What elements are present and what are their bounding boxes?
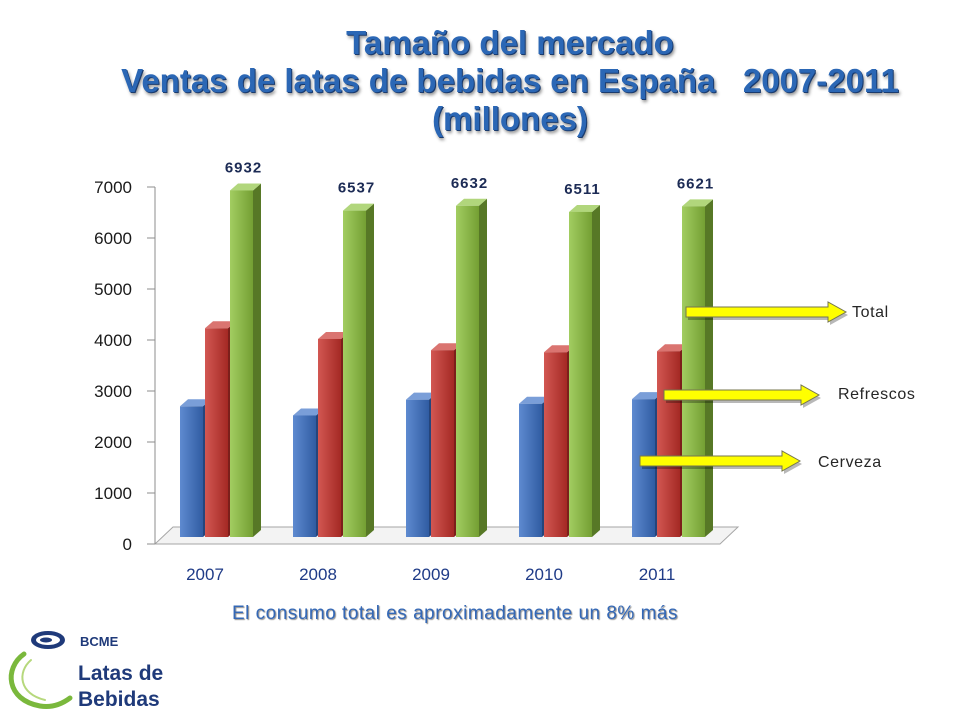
bar-side-face [705, 199, 713, 538]
title-line-3: (millones) [432, 100, 588, 137]
bar-front-face [657, 351, 680, 537]
bar-top-face [230, 183, 261, 191]
bar-top-face [657, 344, 688, 352]
bar-top-face [519, 396, 550, 404]
data-label-total-2010: 6511 [564, 181, 601, 198]
y-tick-label-1000: 1000 [94, 484, 132, 503]
data-label-total-2008: 6537 [338, 180, 375, 197]
title-line-2: Ventas de latas de bebidas en España 200… [121, 62, 899, 99]
bar-total-2007 [230, 183, 261, 537]
bar-top-face [632, 392, 663, 400]
slide-title: Tamaño del mercado Ventas de latas de be… [60, 24, 960, 138]
bar-group-2010 [519, 204, 600, 537]
logo-brand: BCME [80, 634, 119, 649]
bar-total-2009 [456, 198, 487, 537]
logo-name-line-2: Bebidas [78, 688, 160, 711]
bar-top-face [293, 408, 324, 416]
legend-arrow-total-icon [685, 301, 848, 323]
legend-item-cerveza: Cerveza [639, 450, 882, 474]
y-tick-label-4000: 4000 [94, 331, 132, 350]
bar-group-2008 [293, 203, 374, 537]
y-tick-label-5000: 5000 [94, 280, 132, 299]
bar-front-face [544, 352, 567, 537]
y-tick-label-6000: 6000 [94, 229, 132, 248]
bars [180, 183, 713, 538]
x-tick-label-2010: 2010 [525, 565, 563, 584]
bar-top-face [205, 321, 236, 329]
bar-top-face [682, 199, 713, 207]
legend-label-total: Total [852, 304, 889, 321]
legend-arrow-refrescos-icon [663, 384, 821, 406]
bar-top-face [180, 399, 211, 407]
bar-front-face [230, 190, 253, 537]
bar-front-face [343, 210, 366, 537]
y-tick-label-3000: 3000 [94, 382, 132, 401]
data-label-total-2007: 6932 [225, 159, 262, 176]
bar-top-face [343, 203, 374, 211]
y-axis: 0 1000 2000 3000 4000 5000 6000 7000 [94, 178, 156, 554]
legend-item-total: Total [685, 301, 889, 325]
bar-front-face [318, 338, 341, 537]
bcme-logo: BCME Latas de Bebidas [8, 631, 163, 711]
bar-group-2011 [632, 199, 713, 538]
bar-front-face [431, 350, 454, 537]
bar-front-face [180, 406, 203, 537]
x-tick-label-2009: 2009 [412, 565, 450, 584]
x-tick-label-2007: 2007 [186, 565, 224, 584]
legend-item-refrescos: Refrescos [663, 384, 915, 408]
bar-top-face [406, 392, 437, 400]
bar-front-face [519, 403, 542, 537]
bar-total-2008 [343, 203, 374, 537]
bar-side-face [253, 183, 261, 537]
bar-side-face [479, 198, 487, 537]
bar-front-face [569, 211, 592, 537]
x-tick-label-2011: 2011 [639, 565, 676, 584]
title-line-1: Tamaño del mercado [346, 24, 674, 61]
legend: Total Refrescos Cerveza [639, 301, 915, 474]
data-label-total-2009: 6632 [451, 175, 488, 192]
bar-group-2009 [406, 198, 487, 537]
bar-top-face [456, 198, 487, 206]
y-tick-label-2000: 2000 [94, 433, 132, 452]
bar-total-2010 [569, 204, 600, 537]
bar-front-face [456, 205, 479, 537]
bar-front-face [682, 206, 705, 538]
can-top-icon [31, 631, 65, 649]
green-swoosh-icon [8, 651, 73, 709]
bar-top-face [431, 343, 462, 351]
legend-label-refrescos: Refrescos [838, 386, 915, 403]
bar-top-face [569, 204, 600, 212]
bar-top-face [544, 345, 575, 353]
bar-side-face [592, 204, 600, 537]
legend-arrow-cerveza-icon [639, 450, 802, 472]
x-axis: 2007 2008 2009 2010 2011 [186, 565, 675, 584]
y-tick-label-0: 0 [123, 535, 132, 554]
bar-top-face [318, 331, 349, 339]
logo-name-line-1: Latas de [78, 662, 163, 685]
data-label-total-2011: 6621 [677, 175, 714, 192]
bar-group-2007 [180, 183, 261, 537]
bar-front-face [205, 328, 228, 537]
legend-label-cerveza: Cerveza [818, 454, 882, 471]
bar-front-face [632, 399, 655, 537]
bar-total-2011 [682, 199, 713, 538]
bar-front-face [293, 415, 316, 537]
bar-front-face [406, 399, 429, 537]
data-labels: 6932 6537 6632 6511 6621 [225, 159, 714, 198]
consumption-note: El consumo total es aproximadamente un 8… [232, 603, 678, 624]
y-tick-label-7000: 7000 [94, 178, 132, 197]
bar-side-face [366, 203, 374, 537]
x-tick-label-2008: 2008 [299, 565, 337, 584]
